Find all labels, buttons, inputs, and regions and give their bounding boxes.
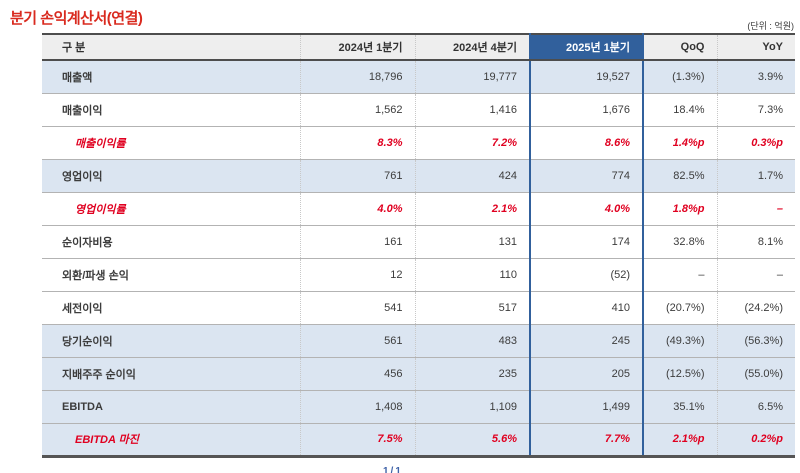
unit-note: (단위 : 억원): [747, 21, 794, 31]
cell-2024-q4: 1,109: [414, 390, 530, 424]
cell-qoq: (12.5%): [643, 357, 717, 391]
row-label: 당기순이익: [42, 324, 300, 358]
column-header-yoy: YoY: [716, 34, 795, 61]
row-label: EBITDA 마진: [42, 423, 300, 457]
cell-2025-q1: 245: [529, 324, 644, 358]
cell-yoy: 7.3%: [716, 93, 795, 127]
cell-qoq: (1.3%): [643, 60, 717, 94]
income-statement-table-wrap: 구 분 2024년 1분기 2024년 4분기 2025년 1분기 QoQ Yo…: [42, 33, 795, 458]
column-header-gubun: 구 분: [42, 34, 300, 61]
cell-yoy: (55.0%): [716, 357, 795, 391]
cell-2024-q1: 456: [299, 357, 415, 391]
cell-2024-q4: 483: [414, 324, 530, 358]
cell-qoq: 2.1%p: [643, 423, 717, 457]
page-title: 분기 손익계산서(연결): [10, 10, 143, 27]
row-label: 순이자비용: [42, 225, 300, 259]
cell-yoy: (24.2%): [716, 291, 795, 325]
cell-2025-q1: 774: [529, 159, 644, 193]
row-label: 외환/파생 손익: [42, 258, 300, 292]
income-statement-table: 구 분 2024년 1분기 2024년 4분기 2025년 1분기 QoQ Yo…: [42, 33, 795, 458]
table-row: 매출액 18,796 19,777 19,527 (1.3%) 3.9%: [42, 60, 795, 94]
table-header: 구 분 2024년 1분기 2024년 4분기 2025년 1분기 QoQ Yo…: [42, 34, 795, 61]
table-row: 외환/파생 손익 12 110 (52) – –: [42, 258, 795, 292]
column-header-2025-q1-highlighted: 2025년 1분기: [529, 34, 644, 61]
cell-yoy: 8.1%: [716, 225, 795, 259]
page-number-fragment: 1/1: [383, 466, 403, 473]
row-label: 세전이익: [42, 291, 300, 325]
cell-yoy: 0.3%p: [716, 126, 795, 160]
cell-qoq: 1.4%p: [643, 126, 717, 160]
row-label: 매출액: [42, 60, 300, 94]
row-label: 매출이익률: [42, 126, 300, 160]
cell-2024-q4: 110: [414, 258, 530, 292]
cell-2024-q4: 7.2%: [414, 126, 530, 160]
cell-2024-q4: 235: [414, 357, 530, 391]
row-label: 매출이익: [42, 93, 300, 127]
cell-qoq: 32.8%: [643, 225, 717, 259]
cell-2024-q1: 1,408: [299, 390, 415, 424]
cell-2024-q4: 1,416: [414, 93, 530, 127]
column-header-qoq: QoQ: [643, 34, 717, 61]
cell-2025-q1: 174: [529, 225, 644, 259]
cell-2024-q1: 1,562: [299, 93, 415, 127]
table-row: 지배주주 순이익 456 235 205 (12.5%) (55.0%): [42, 357, 795, 391]
row-label: EBITDA: [42, 390, 300, 424]
cell-qoq: 35.1%: [643, 390, 717, 424]
cell-qoq: (49.3%): [643, 324, 717, 358]
cell-2024-q1: 12: [299, 258, 415, 292]
cell-2024-q1: 18,796: [299, 60, 415, 94]
cell-qoq: 18.4%: [643, 93, 717, 127]
table-row: EBITDA 1,408 1,109 1,499 35.1% 6.5%: [42, 390, 795, 424]
table-body: 매출액 18,796 19,777 19,527 (1.3%) 3.9% 매출이…: [42, 60, 795, 457]
cell-2024-q1: 161: [299, 225, 415, 259]
cell-2024-q1: 4.0%: [299, 192, 415, 226]
table-row: 영업이익 761 424 774 82.5% 1.7%: [42, 159, 795, 193]
cell-yoy: –: [716, 258, 795, 292]
row-label: 영업이익: [42, 159, 300, 193]
cell-2025-q1: 19,527: [529, 60, 644, 94]
cell-2024-q4: 131: [414, 225, 530, 259]
cell-2025-q1: 8.6%: [529, 126, 644, 160]
table-row: 세전이익 541 517 410 (20.7%) (24.2%): [42, 291, 795, 325]
cell-yoy: 1.7%: [716, 159, 795, 193]
cell-2025-q1: 205: [529, 357, 644, 391]
header-row: 구 분 2024년 1분기 2024년 4분기 2025년 1분기 QoQ Yo…: [42, 34, 795, 61]
column-header-2024-q4: 2024년 4분기: [414, 34, 530, 61]
cell-yoy: –: [716, 192, 795, 226]
cell-yoy: 0.2%p: [716, 423, 795, 457]
cell-2024-q4: 5.6%: [414, 423, 530, 457]
cell-yoy: (56.3%): [716, 324, 795, 358]
cell-2025-q1: (52): [529, 258, 644, 292]
table-row: EBITDA 마진 7.5% 5.6% 7.7% 2.1%p 0.2%p: [42, 423, 795, 457]
cell-2025-q1: 410: [529, 291, 644, 325]
cell-2024-q4: 2.1%: [414, 192, 530, 226]
table-row: 매출이익률 8.3% 7.2% 8.6% 1.4%p 0.3%p: [42, 126, 795, 160]
cell-2024-q4: 19,777: [414, 60, 530, 94]
cell-2024-q1: 561: [299, 324, 415, 358]
cell-qoq: –: [643, 258, 717, 292]
cell-2025-q1: 4.0%: [529, 192, 644, 226]
column-header-2024-q1: 2024년 1분기: [299, 34, 415, 61]
cell-2024-q1: 541: [299, 291, 415, 325]
cell-2024-q4: 424: [414, 159, 530, 193]
table-row: 당기순이익 561 483 245 (49.3%) (56.3%): [42, 324, 795, 358]
cell-qoq: 1.8%p: [643, 192, 717, 226]
cell-qoq: 82.5%: [643, 159, 717, 193]
cell-2025-q1: 7.7%: [529, 423, 644, 457]
cell-yoy: 3.9%: [716, 60, 795, 94]
cell-2024-q1: 8.3%: [299, 126, 415, 160]
cell-2025-q1: 1,499: [529, 390, 644, 424]
cell-2025-q1: 1,676: [529, 93, 644, 127]
table-row: 순이자비용 161 131 174 32.8% 8.1%: [42, 225, 795, 259]
table-row: 매출이익 1,562 1,416 1,676 18.4% 7.3%: [42, 93, 795, 127]
cell-2024-q1: 761: [299, 159, 415, 193]
cell-qoq: (20.7%): [643, 291, 717, 325]
table-row: 영업이익률 4.0% 2.1% 4.0% 1.8%p –: [42, 192, 795, 226]
cell-yoy: 6.5%: [716, 390, 795, 424]
row-label: 지배주주 순이익: [42, 357, 300, 391]
cell-2024-q4: 517: [414, 291, 530, 325]
cell-2024-q1: 7.5%: [299, 423, 415, 457]
row-label: 영업이익률: [42, 192, 300, 226]
